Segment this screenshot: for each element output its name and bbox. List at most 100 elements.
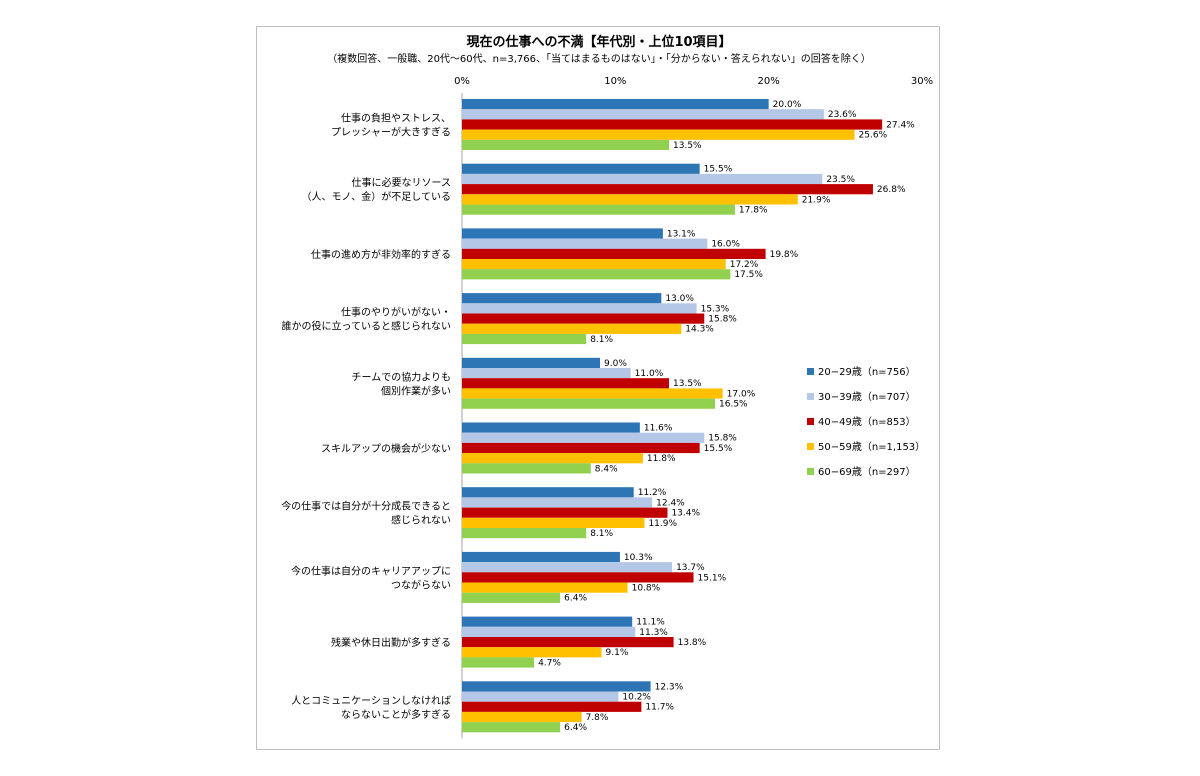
category-label: 残業や休日出勤が多すぎる bbox=[331, 636, 451, 649]
bar bbox=[462, 129, 855, 140]
bar bbox=[462, 528, 587, 539]
category-label: チームでの協力よりも bbox=[352, 370, 452, 383]
bar bbox=[462, 323, 682, 334]
bar bbox=[462, 442, 700, 454]
bar bbox=[462, 303, 697, 314]
bar bbox=[462, 453, 643, 464]
data-label: 13.8% bbox=[678, 638, 707, 648]
bar bbox=[462, 616, 633, 627]
bar bbox=[462, 313, 705, 324]
bar bbox=[462, 378, 669, 389]
data-label: 7.8% bbox=[586, 713, 609, 723]
data-label: 11.0% bbox=[635, 369, 664, 379]
data-label: 11.6% bbox=[644, 424, 673, 434]
x-tick-label: 30% bbox=[911, 76, 933, 87]
bar bbox=[462, 432, 705, 443]
data-label: 15.8% bbox=[708, 434, 737, 444]
data-label: 27.4% bbox=[886, 120, 915, 130]
bar bbox=[462, 398, 715, 409]
data-label: 10.3% bbox=[624, 553, 653, 563]
bar bbox=[462, 647, 602, 658]
category-label: 人とコミュニケーションしなければ bbox=[291, 695, 451, 707]
data-label: 9.1% bbox=[606, 648, 629, 658]
bar-chart: 現在の仕事への不満【年代別・上位10項目】 （複数回答、一般職、20代～60代、… bbox=[281, 34, 933, 739]
data-label: 20.0% bbox=[773, 100, 802, 110]
data-label: 15.8% bbox=[708, 315, 737, 325]
bar bbox=[462, 109, 824, 120]
chart-subtitle: （複数回答、一般職、20代～60代、n=3,766、「当てはまるものはない」・「… bbox=[327, 52, 871, 65]
bar bbox=[462, 139, 669, 150]
data-label: 12.4% bbox=[656, 498, 685, 508]
bar bbox=[462, 194, 798, 205]
data-label: 13.4% bbox=[671, 509, 700, 519]
data-label: 21.9% bbox=[802, 195, 831, 205]
data-label: 10.8% bbox=[632, 584, 661, 594]
category-label: 仕事の負担やストレス、 bbox=[341, 112, 451, 125]
category-label: 仕事のやりがいがない・ bbox=[341, 306, 451, 319]
bar bbox=[462, 691, 619, 702]
category-label: ならないことが多すぎる bbox=[341, 708, 451, 721]
legend-entry: 20−29歳（n=756） bbox=[818, 366, 916, 378]
bar bbox=[462, 388, 723, 399]
data-label: 6.4% bbox=[564, 723, 587, 733]
data-label: 15.1% bbox=[698, 573, 727, 583]
bar bbox=[462, 701, 642, 712]
bar bbox=[462, 517, 645, 528]
bar bbox=[462, 422, 640, 433]
data-label: 13.5% bbox=[673, 141, 702, 151]
data-label: 23.6% bbox=[828, 110, 857, 120]
bar-series: 20.0% 23.6% 27.4%25.6% 13.5% 15.5% 23.5% 26.8%… bbox=[462, 99, 915, 733]
category-label: プレッシャーが大きすぎる bbox=[331, 126, 451, 139]
bar bbox=[462, 238, 708, 249]
category-label: 感じられない bbox=[391, 514, 451, 527]
data-label: 9.0% bbox=[604, 359, 627, 369]
bar bbox=[462, 487, 634, 498]
data-label: 11.7% bbox=[645, 703, 674, 713]
bar bbox=[462, 357, 600, 368]
data-label: 8.1% bbox=[590, 335, 613, 345]
x-tick-label: 0% bbox=[454, 76, 470, 87]
bar bbox=[462, 551, 620, 563]
data-label: 11.2% bbox=[638, 488, 667, 498]
bar bbox=[462, 711, 582, 723]
data-label: 23.5% bbox=[826, 175, 855, 185]
legend-entry: 60−69歳（n=297） bbox=[818, 466, 916, 478]
bar bbox=[462, 626, 636, 637]
data-label: 17.2% bbox=[730, 260, 759, 270]
bar bbox=[462, 119, 883, 130]
x-axis-ticks: 0% 10% 20% 30% bbox=[454, 76, 933, 87]
bar bbox=[462, 507, 668, 518]
data-label: 16.0% bbox=[711, 240, 740, 250]
category-labels: 仕事の負担やストレス、プレッシャーが大きすぎる仕事に必要なリソース（人、モノ、金… bbox=[281, 112, 451, 721]
bar bbox=[462, 572, 694, 583]
data-label: 11.3% bbox=[639, 628, 668, 638]
data-label: 15.5% bbox=[704, 444, 733, 454]
data-label: 13.0% bbox=[665, 294, 694, 304]
data-label: 11.8% bbox=[647, 454, 676, 464]
data-label: 14.3% bbox=[685, 325, 714, 335]
category-label: 誰かの役に立っていると感じられない bbox=[282, 320, 452, 333]
legend-entry: 50−59歳（n=1,153） bbox=[818, 441, 925, 453]
bar bbox=[462, 173, 823, 185]
bar bbox=[462, 269, 731, 280]
bar bbox=[462, 259, 726, 270]
bar bbox=[462, 368, 631, 379]
bar bbox=[462, 592, 561, 603]
data-label: 13.1% bbox=[667, 229, 696, 239]
data-label: 15.5% bbox=[704, 165, 733, 175]
bar bbox=[462, 722, 561, 733]
data-label: 26.8% bbox=[877, 185, 906, 195]
category-label: 仕事の進め方が非効率的すぎる bbox=[311, 248, 451, 261]
x-tick-label: 20% bbox=[758, 76, 780, 87]
data-label: 4.7% bbox=[538, 658, 561, 668]
category-label: スキルアップの機会が少ない bbox=[321, 442, 451, 455]
category-label: 今の仕事では自分が十分成長できると bbox=[281, 500, 451, 513]
category-label: 今の仕事は自分のキャリアアップに bbox=[291, 564, 451, 577]
category-label: つながらない bbox=[391, 578, 451, 591]
bar bbox=[462, 582, 628, 593]
bar bbox=[462, 657, 535, 668]
data-label: 11.1% bbox=[636, 618, 665, 628]
legend-entry: 40−49歳（n=853） bbox=[818, 416, 916, 428]
bar bbox=[462, 99, 769, 110]
bar bbox=[462, 248, 766, 259]
